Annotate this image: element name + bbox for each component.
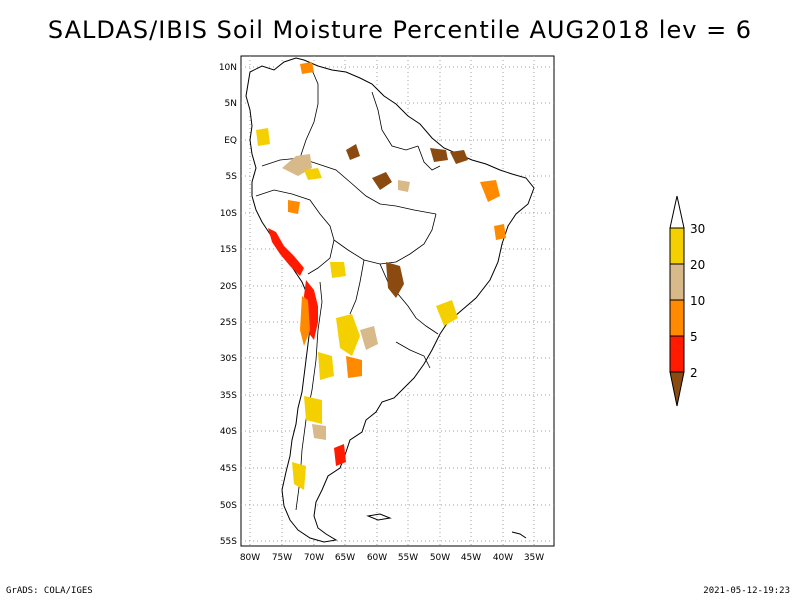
patch-yellow-pampas	[318, 352, 334, 380]
lat-tick-label: 20S	[220, 282, 237, 292]
moisture-patches	[256, 62, 506, 490]
patch-yellow-chaco	[336, 314, 360, 356]
patch-brown-pantanal	[386, 262, 404, 298]
patch-brown-central	[372, 172, 392, 190]
patch-yellow-patagonia2	[292, 462, 306, 490]
patch-orange-east	[494, 224, 506, 240]
colorbar-segment-5-10	[669, 299, 685, 337]
lon-tick-label: 65W	[335, 553, 355, 563]
patch-yellow-patagonia	[304, 396, 322, 424]
patch-orange-ne	[480, 180, 500, 202]
lat-tick-label: 5N	[225, 99, 237, 109]
patch-yellow-bolivia	[330, 262, 346, 278]
lon-tick-label: 60W	[367, 553, 387, 563]
lat-tick-label: 30S	[220, 354, 237, 364]
lon-tick-label: 50W	[430, 553, 450, 563]
colorbar-label: 10	[690, 294, 705, 308]
lon-tick-label: 80W	[240, 553, 260, 563]
colorbar-segment-20-30	[669, 227, 685, 265]
lat-tick-label: 5S	[226, 172, 238, 182]
colorbar-segment-2-5	[669, 335, 685, 373]
lat-tick-labels: 10N 5N EQ 5S 10S 15S 20S 25S 30S 35S 40S…	[219, 63, 237, 547]
patch-brown-ne3	[346, 144, 360, 160]
lat-tick-label: 25S	[220, 318, 237, 328]
colorbar-top-arrow	[669, 195, 685, 229]
patch-red-patagonia	[334, 444, 346, 466]
patch-orange-pampas	[346, 356, 362, 378]
lat-tick-label: EQ	[224, 136, 237, 146]
south-america-outline	[245, 57, 535, 543]
colorbar-segment-10-20	[669, 263, 685, 301]
colorbar-label: 5	[690, 330, 698, 344]
patch-tan-chaco	[360, 326, 378, 350]
patch-tan-ne	[398, 180, 410, 192]
colorbar-bottom-arrow	[669, 371, 685, 407]
patch-orange-chile	[300, 296, 310, 346]
patch-yellow-amazon	[304, 168, 322, 180]
map-frame	[240, 55, 555, 547]
colorbar: 30 20 10 5 2	[669, 195, 705, 407]
lon-tick-label: 70W	[304, 553, 324, 563]
patch-orange-ecuador	[288, 200, 300, 214]
lat-tick-label: 50S	[220, 501, 237, 511]
patch-red-peru-coast	[268, 228, 304, 276]
lat-tick-label: 15S	[220, 245, 237, 255]
lon-tick-label: 75W	[272, 553, 292, 563]
patch-yellow-se-brazil	[436, 300, 458, 326]
footer-timestamp: 2021-05-12-19:23	[703, 586, 790, 596]
lon-tick-label: 35W	[524, 553, 544, 563]
lon-tick-label: 40W	[493, 553, 513, 563]
lon-tick-label: 55W	[398, 553, 418, 563]
lat-tick-label: 35S	[220, 391, 237, 401]
lat-tick-label: 55S	[220, 537, 237, 547]
lon-tick-labels: 80W 75W 70W 65W 60W 55W 50W 45W 40W 35W	[240, 553, 544, 563]
falkland-islands	[366, 513, 392, 521]
lat-tick-label: 40S	[220, 427, 237, 437]
lat-tick-label: 10S	[220, 209, 237, 219]
colorbar-label: 2	[690, 366, 698, 380]
colorbar-label: 30	[690, 222, 705, 236]
patch-brown-ne2	[450, 150, 468, 164]
patch-tan-patagonia	[312, 424, 326, 440]
patch-orange-colombia	[300, 62, 314, 74]
patch-brown-ne-brazil	[430, 148, 448, 162]
lon-tick-label: 45W	[461, 553, 481, 563]
patch-yellow-colombia	[256, 128, 270, 146]
lat-tick-label: 45S	[220, 464, 237, 474]
colorbar-label: 20	[690, 258, 705, 272]
south-georgia	[511, 531, 527, 539]
chart-title: SALDAS/IBIS Soil Moisture Percentile AUG…	[47, 16, 753, 44]
lat-tick-label: 10N	[219, 63, 237, 73]
footer-credit: GrADS: COLA/IGES	[6, 586, 93, 596]
